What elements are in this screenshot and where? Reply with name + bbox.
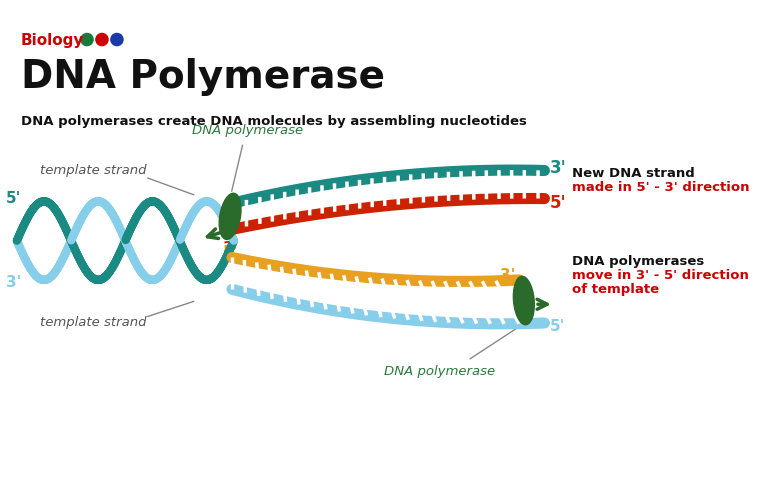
- Text: Biology: Biology: [21, 33, 84, 48]
- Text: template strand: template strand: [40, 316, 146, 330]
- Text: 3': 3': [501, 268, 516, 283]
- Text: template strand: template strand: [40, 164, 146, 177]
- Ellipse shape: [219, 193, 241, 240]
- Text: 5': 5': [5, 191, 21, 206]
- Text: DNA polymerases: DNA polymerases: [573, 254, 704, 268]
- Circle shape: [81, 34, 93, 46]
- Text: 3': 3': [550, 158, 567, 176]
- Text: 5': 5': [550, 194, 567, 212]
- Text: 3': 3': [5, 275, 21, 290]
- Text: move in 3' - 5' direction: move in 3' - 5' direction: [573, 269, 749, 282]
- Text: 5': 5': [222, 246, 238, 260]
- Text: 5': 5': [550, 319, 566, 334]
- Text: 3': 3': [222, 240, 238, 256]
- Text: DNA polymerase: DNA polymerase: [192, 124, 304, 137]
- Circle shape: [111, 34, 123, 46]
- Ellipse shape: [513, 276, 534, 325]
- Text: of template: of template: [573, 283, 660, 296]
- Text: DNA polymerases create DNA molecules by assembling nucleotides: DNA polymerases create DNA molecules by …: [21, 116, 526, 128]
- Text: New DNA strand: New DNA strand: [573, 167, 695, 180]
- Text: DNA Polymerase: DNA Polymerase: [21, 58, 384, 96]
- Text: made in 5' - 3' direction: made in 5' - 3' direction: [573, 181, 750, 194]
- Circle shape: [96, 34, 108, 46]
- Text: DNA polymerase: DNA polymerase: [384, 365, 495, 378]
